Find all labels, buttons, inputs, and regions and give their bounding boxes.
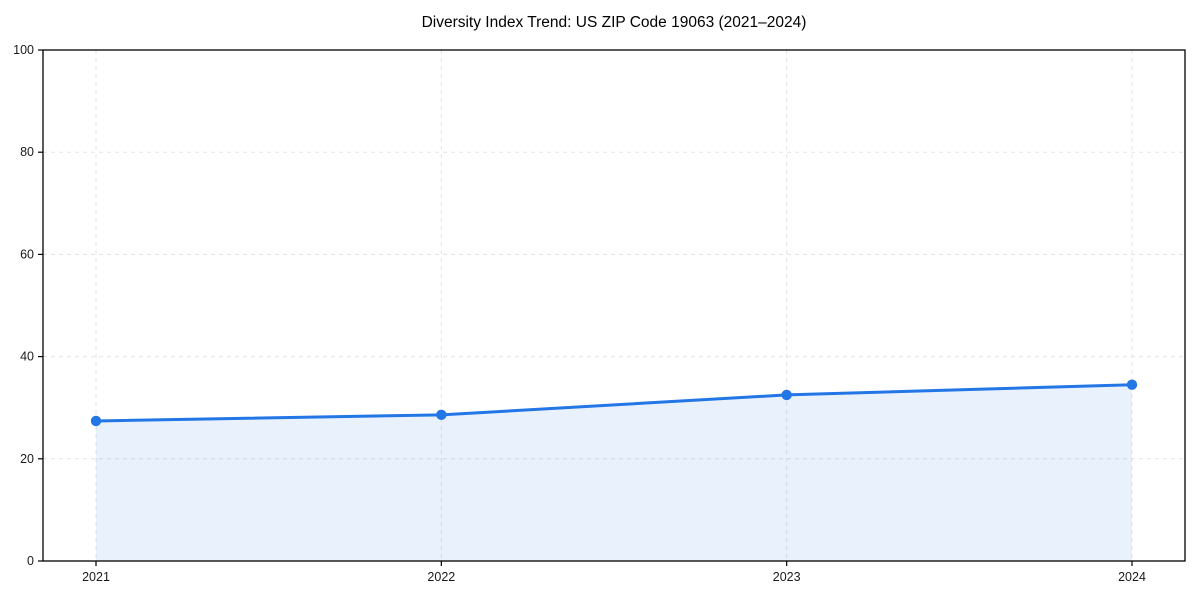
y-tick-label-20: 20 xyxy=(20,452,34,466)
y-tick-label-60: 60 xyxy=(20,247,34,261)
data-point-2023 xyxy=(781,389,792,401)
y-tick-label-100: 100 xyxy=(13,43,34,57)
x-tick-label-2023: 2023 xyxy=(773,570,801,584)
x-tick-label-2024: 2024 xyxy=(1118,570,1146,584)
trend-line xyxy=(94,383,1134,423)
data-point-2024 xyxy=(1126,379,1138,390)
plot-border xyxy=(42,49,1186,562)
area-fill xyxy=(96,384,1132,561)
x-tick-label-2022: 2022 xyxy=(427,570,455,584)
y-tick-label-80: 80 xyxy=(20,145,34,159)
data-point-2021 xyxy=(90,415,102,427)
data-point-2022 xyxy=(436,409,447,421)
chart-title: Diversity Index Trend: US ZIP Code 19063… xyxy=(421,14,807,31)
y-tick-label-40: 40 xyxy=(20,350,34,364)
x-tick-label-2021: 2021 xyxy=(82,570,110,584)
y-tick-label-0: 0 xyxy=(27,554,34,568)
